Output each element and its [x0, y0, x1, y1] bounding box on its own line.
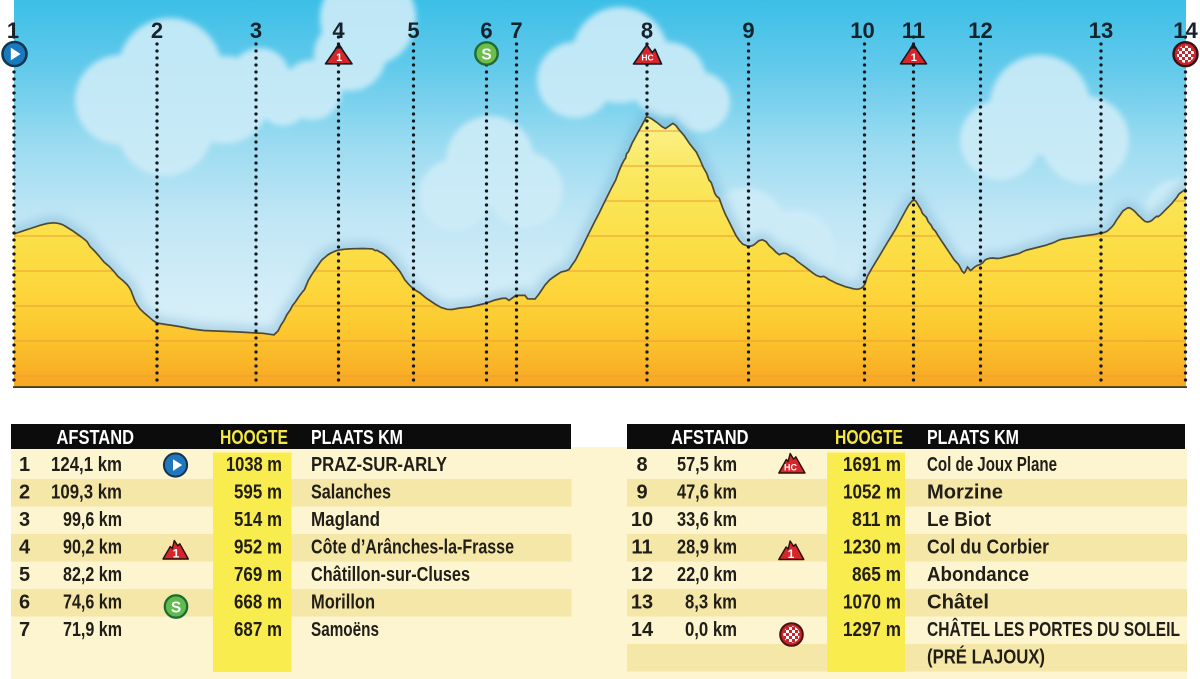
svg-text:12: 12: [631, 564, 653, 586]
svg-text:Magland: Magland: [311, 509, 380, 531]
svg-text:PRAZ-SUR-ARLY: PRAZ-SUR-ARLY: [311, 454, 448, 476]
svg-text:Côte d’Arânches-la-Frasse: Côte d’Arânches-la-Frasse: [311, 537, 514, 559]
svg-text:CHÂTEL LES PORTES DU SOLEIL: CHÂTEL LES PORTES DU SOLEIL: [927, 617, 1180, 641]
svg-text:7: 7: [19, 619, 30, 641]
svg-text:Col du Corbier: Col du Corbier: [927, 537, 1049, 559]
svg-text:595 m: 595 m: [234, 482, 282, 504]
svg-text:Châtel: Châtel: [927, 592, 989, 614]
svg-text:S: S: [171, 600, 181, 617]
svg-text:HOOGTE: HOOGTE: [835, 427, 903, 449]
svg-text:8: 8: [641, 18, 653, 43]
svg-text:11: 11: [631, 537, 652, 559]
svg-text:90,2 km: 90,2 km: [63, 537, 122, 559]
svg-text:514 m: 514 m: [234, 509, 282, 531]
svg-text:9: 9: [636, 482, 647, 504]
svg-text:13: 13: [631, 592, 653, 614]
svg-text:1: 1: [336, 52, 342, 64]
svg-text:1: 1: [7, 18, 19, 43]
svg-text:11: 11: [902, 18, 925, 43]
svg-text:8,3 km: 8,3 km: [685, 592, 737, 614]
svg-text:4: 4: [332, 18, 345, 43]
svg-text:(PRÉ LAJOUX): (PRÉ LAJOUX): [927, 646, 1045, 669]
svg-text:10: 10: [850, 18, 874, 43]
svg-text:865 m: 865 m: [852, 564, 901, 586]
svg-text:33,6 km: 33,6 km: [677, 509, 737, 531]
svg-text:1: 1: [788, 547, 795, 561]
svg-text:2: 2: [151, 18, 163, 43]
svg-text:14: 14: [631, 619, 654, 641]
svg-text:1052 m: 1052 m: [843, 482, 901, 504]
svg-text:82,2 km: 82,2 km: [63, 564, 122, 586]
svg-text:71,9 km: 71,9 km: [63, 619, 122, 641]
svg-text:668 m: 668 m: [234, 592, 282, 614]
svg-text:1: 1: [173, 547, 180, 561]
svg-text:7: 7: [510, 18, 522, 43]
svg-text:S: S: [481, 46, 491, 63]
svg-text:AFSTAND: AFSTAND: [57, 427, 135, 449]
svg-text:124,1 km: 124,1 km: [51, 454, 122, 476]
svg-text:Salanches: Salanches: [311, 482, 391, 504]
svg-text:1038 m: 1038 m: [226, 454, 282, 476]
svg-text:Morillon: Morillon: [311, 592, 375, 614]
svg-text:0,0 km: 0,0 km: [685, 619, 737, 641]
svg-text:13: 13: [1089, 18, 1113, 43]
svg-text:Col de Joux Plane: Col de Joux Plane: [927, 454, 1057, 476]
svg-text:109,3 km: 109,3 km: [51, 482, 122, 504]
svg-text:6: 6: [19, 592, 30, 614]
svg-text:4: 4: [19, 537, 31, 559]
svg-text:9: 9: [742, 18, 754, 43]
svg-text:Morzine: Morzine: [927, 482, 1003, 504]
svg-text:Abondance: Abondance: [927, 564, 1029, 586]
svg-text:99,6 km: 99,6 km: [63, 509, 122, 531]
svg-text:12: 12: [968, 18, 992, 43]
svg-text:3: 3: [19, 509, 30, 531]
svg-text:811 m: 811 m: [852, 509, 901, 531]
svg-text:47,6 km: 47,6 km: [677, 482, 737, 504]
svg-text:22,0 km: 22,0 km: [677, 564, 737, 586]
svg-text:HC: HC: [784, 463, 797, 473]
svg-text:28,9 km: 28,9 km: [677, 537, 737, 559]
svg-text:1070 m: 1070 m: [843, 592, 901, 614]
svg-text:PLAATS KM: PLAATS KM: [311, 427, 403, 449]
svg-text:5: 5: [19, 564, 30, 586]
svg-text:1297 m: 1297 m: [843, 619, 901, 641]
svg-text:3: 3: [250, 18, 262, 43]
svg-text:57,5 km: 57,5 km: [677, 454, 737, 476]
svg-text:952 m: 952 m: [234, 537, 282, 559]
svg-text:10: 10: [631, 509, 653, 531]
svg-text:Le Biot: Le Biot: [927, 509, 991, 531]
svg-text:HC: HC: [641, 53, 653, 63]
svg-text:1: 1: [19, 454, 30, 476]
svg-text:769 m: 769 m: [234, 564, 282, 586]
svg-text:AFSTAND: AFSTAND: [671, 427, 749, 449]
svg-text:6: 6: [480, 18, 492, 43]
svg-text:687 m: 687 m: [234, 619, 282, 641]
svg-text:Samoëns: Samoëns: [311, 619, 379, 641]
svg-text:74,6 km: 74,6 km: [63, 592, 122, 614]
svg-text:HOOGTE: HOOGTE: [220, 427, 288, 449]
svg-text:1: 1: [911, 52, 917, 64]
svg-text:8: 8: [636, 454, 647, 476]
svg-text:5: 5: [407, 18, 419, 43]
svg-text:1691 m: 1691 m: [843, 454, 901, 476]
svg-text:14: 14: [1173, 18, 1198, 43]
svg-text:Châtillon-sur-Cluses: Châtillon-sur-Cluses: [311, 564, 470, 586]
svg-text:PLAATS KM: PLAATS KM: [927, 427, 1019, 449]
svg-text:1230 m: 1230 m: [843, 537, 901, 559]
svg-text:2: 2: [19, 482, 30, 504]
